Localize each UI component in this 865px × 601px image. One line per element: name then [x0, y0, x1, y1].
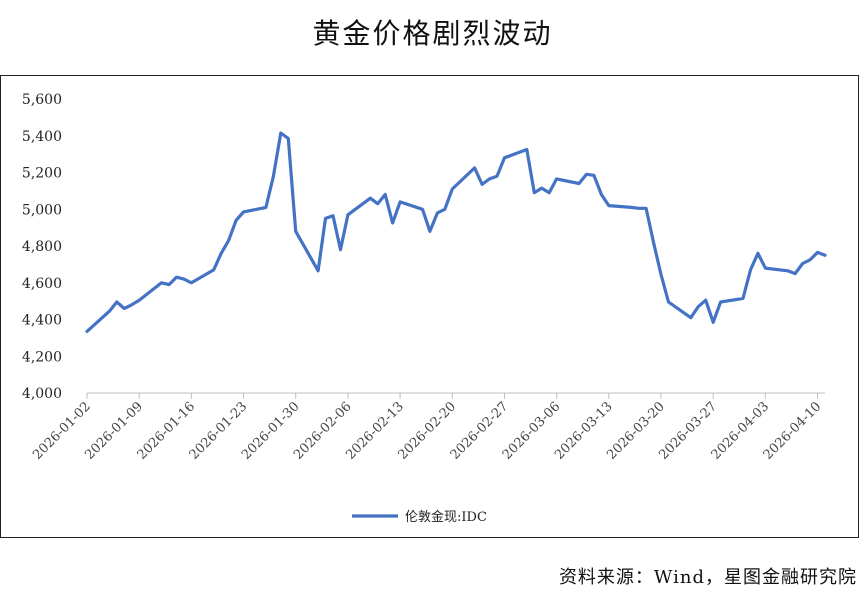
series-line [85, 131, 827, 333]
y-tick-label: 4,600 [22, 276, 62, 292]
y-tick-label: 4,000 [22, 386, 62, 402]
y-tick-label: 4,200 [22, 349, 62, 365]
legend-label: 伦敦金现:IDC [405, 509, 487, 525]
chart-title: 黄金价格剧烈波动 [312, 17, 553, 50]
y-tick-label: 5,000 [22, 202, 62, 218]
chart-frame [0, 75, 859, 538]
y-tick-label: 4,400 [22, 313, 62, 329]
y-tick-label: 5,200 [22, 166, 62, 182]
series-layer [85, 131, 827, 333]
x-axis: 2026-01-022026-01-092026-01-162026-01-23… [30, 392, 825, 463]
y-axis: 4,000 4,200 4,400 4,600 4,800 5,000 5,200 5,400… [22, 92, 62, 402]
y-tick-label: 4,800 [22, 239, 62, 255]
legend: 伦敦金现:IDC [352, 509, 487, 525]
y-tick-label: 5,600 [22, 92, 62, 108]
line-chart: 4,000 4,200 4,400 4,600 4,800 5,000 5,200 5,400… [22, 92, 827, 525]
source-note: 资料来源：Wind，星图金融研究院 [558, 567, 857, 588]
y-tick-label: 5,400 [22, 129, 62, 145]
